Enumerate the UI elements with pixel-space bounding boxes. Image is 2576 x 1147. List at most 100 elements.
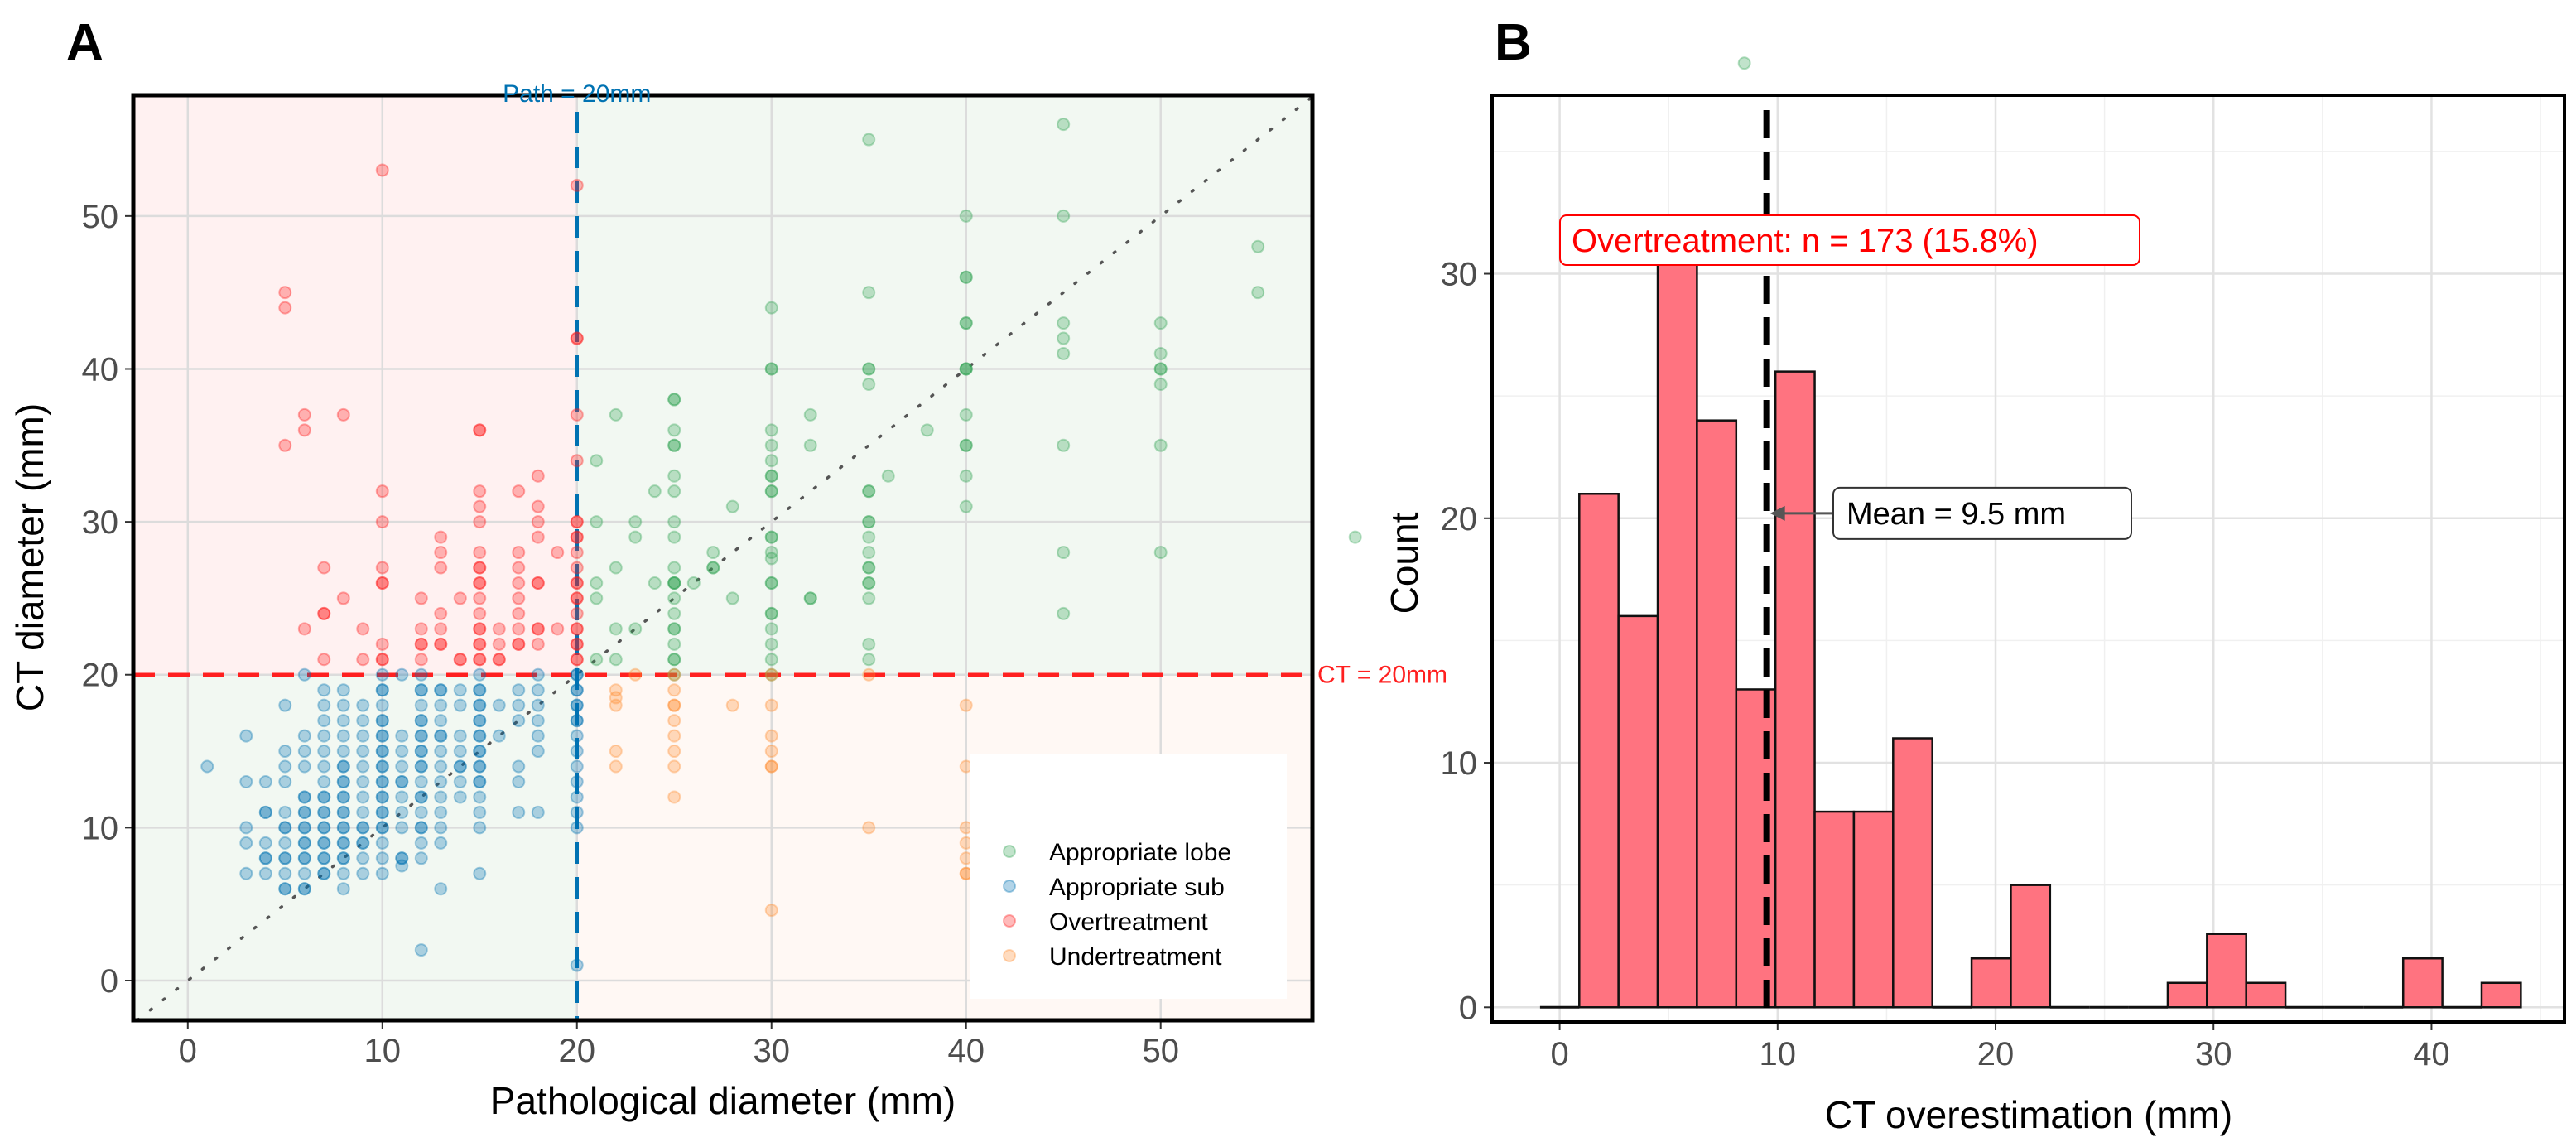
point-overtreatment (414, 653, 428, 667)
point-overtreatment (492, 622, 506, 636)
point-appropriate-sub (473, 759, 487, 774)
point-appropriate-sub (453, 759, 467, 774)
point-appropriate-lobe (1153, 546, 1168, 560)
point-overtreatment (317, 606, 331, 620)
panel-a-points (200, 56, 1751, 972)
point-appropriate-lobe (764, 637, 778, 651)
path-threshold-label: Path = 20mm (503, 80, 651, 108)
point-appropriate-sub (473, 698, 487, 712)
point-appropriate-sub (473, 683, 487, 697)
point-appropriate-lobe (959, 438, 973, 452)
point-appropriate-lobe (764, 552, 778, 566)
point-undertreatment (667, 729, 681, 743)
histogram-bar (1617, 614, 1659, 1009)
point-undertreatment (764, 759, 778, 774)
point-appropriate-sub (473, 667, 487, 682)
point-appropriate-sub (414, 821, 428, 835)
histogram-bar (2401, 957, 2444, 1009)
mean-annotation: Mean = 9.5 mm (1832, 486, 2132, 540)
point-appropriate-lobe (959, 270, 973, 284)
point-appropriate-lobe (667, 653, 681, 667)
legend-key-appropriate-sub (1003, 880, 1016, 893)
point-overtreatment (473, 546, 487, 560)
point-appropriate-sub (512, 774, 526, 788)
point-appropriate-sub (473, 745, 487, 759)
x-axis-title: Pathological diameter (mm) (490, 1079, 956, 1122)
point-appropriate-sub (336, 683, 350, 697)
point-appropriate-sub (375, 729, 389, 743)
point-appropriate-lobe (764, 576, 778, 590)
point-appropriate-sub (297, 667, 311, 682)
point-appropriate-sub (414, 745, 428, 759)
point-appropriate-lobe (706, 561, 720, 575)
y-tick-label: 30 (82, 504, 119, 541)
point-appropriate-lobe (862, 561, 876, 575)
point-appropriate-lobe (725, 499, 739, 513)
point-appropriate-lobe (1057, 438, 1071, 452)
point-appropriate-sub (278, 805, 292, 819)
point-appropriate-sub (414, 745, 428, 759)
histogram-bar (2206, 933, 2247, 1009)
point-appropriate-sub (336, 851, 350, 865)
point-overtreatment (356, 622, 370, 636)
point-appropriate-lobe (590, 591, 604, 605)
point-appropriate-sub (473, 729, 487, 743)
point-overtreatment (570, 653, 584, 667)
point-overtreatment (570, 637, 584, 651)
legend-label: Appropriate lobe (1049, 839, 1231, 866)
point-appropriate-sub (317, 714, 331, 728)
point-appropriate-lobe (862, 484, 876, 499)
point-appropriate-sub (453, 729, 467, 743)
point-appropriate-lobe (803, 591, 817, 605)
point-appropriate-sub (356, 774, 370, 788)
point-overtreatment (473, 561, 487, 575)
point-appropriate-sub (570, 667, 584, 682)
point-overtreatment (434, 561, 448, 575)
point-appropriate-sub (395, 667, 409, 682)
point-appropriate-lobe (862, 591, 876, 605)
point-appropriate-sub (278, 836, 292, 850)
point-overtreatment (492, 653, 506, 667)
point-overtreatment (512, 546, 526, 560)
arrow-head-icon (1769, 505, 1785, 521)
point-undertreatment (959, 698, 973, 712)
point-appropriate-sub (356, 790, 370, 804)
point-appropriate-sub (434, 683, 448, 697)
point-appropriate-lobe (1057, 546, 1071, 560)
point-appropriate-sub (414, 667, 428, 682)
point-overtreatment (570, 331, 584, 345)
point-undertreatment (862, 821, 876, 835)
histogram-bar (1696, 419, 1738, 1009)
point-appropriate-sub (200, 759, 214, 774)
point-appropriate-sub (336, 821, 350, 835)
point-overtreatment (473, 576, 487, 590)
point-appropriate-sub (356, 759, 370, 774)
point-overtreatment (531, 499, 545, 513)
point-appropriate-sub (512, 714, 526, 728)
point-overtreatment (414, 637, 428, 651)
point-overtreatment (414, 637, 428, 651)
mean-label-text: Mean = 9.5 mm (1847, 497, 2066, 532)
histogram-bar (1970, 957, 2012, 1009)
point-appropriate-sub (375, 836, 389, 850)
point-appropriate-lobe (667, 576, 681, 590)
histogram-bar (2480, 981, 2522, 1009)
point-undertreatment (764, 745, 778, 759)
legend-key-undertreatment (1003, 949, 1016, 962)
panel-a-grid (133, 95, 1312, 1020)
point-appropriate-sub (336, 805, 350, 819)
point-appropriate-sub (492, 698, 506, 712)
point-appropriate-lobe (667, 591, 681, 605)
point-appropriate-sub (317, 698, 331, 712)
point-appropriate-sub (434, 836, 448, 850)
region-appropriate-sub (133, 674, 577, 1020)
histogram-bar (2166, 981, 2208, 1009)
point-appropriate-sub (317, 790, 331, 804)
point-overtreatment (297, 423, 311, 437)
point-appropriate-lobe (686, 576, 701, 590)
point-overtreatment (375, 653, 389, 667)
point-appropriate-sub (239, 774, 253, 788)
point-overtreatment (453, 653, 467, 667)
point-appropriate-sub (375, 759, 389, 774)
point-appropriate-sub (278, 759, 292, 774)
